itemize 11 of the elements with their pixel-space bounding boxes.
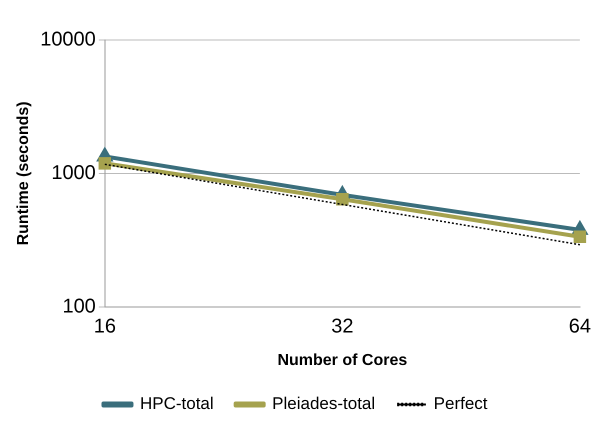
x-tick-label: 16 (94, 315, 116, 338)
legend-label: HPC-total (140, 394, 214, 414)
x-axis-title: Number of Cores (277, 352, 408, 369)
y-tick-label: 100 (62, 295, 96, 318)
legend-label: Perfect (434, 394, 488, 414)
x-tick-label: 32 (331, 315, 354, 338)
y-tick-label: 1000 (51, 162, 96, 184)
x-tick-label: 64 (568, 315, 591, 338)
y-axis-title: Runtime (seconds) (15, 101, 32, 246)
legend-label: Pleiades-total (272, 394, 376, 414)
y-tick-label: 10000 (40, 28, 96, 51)
